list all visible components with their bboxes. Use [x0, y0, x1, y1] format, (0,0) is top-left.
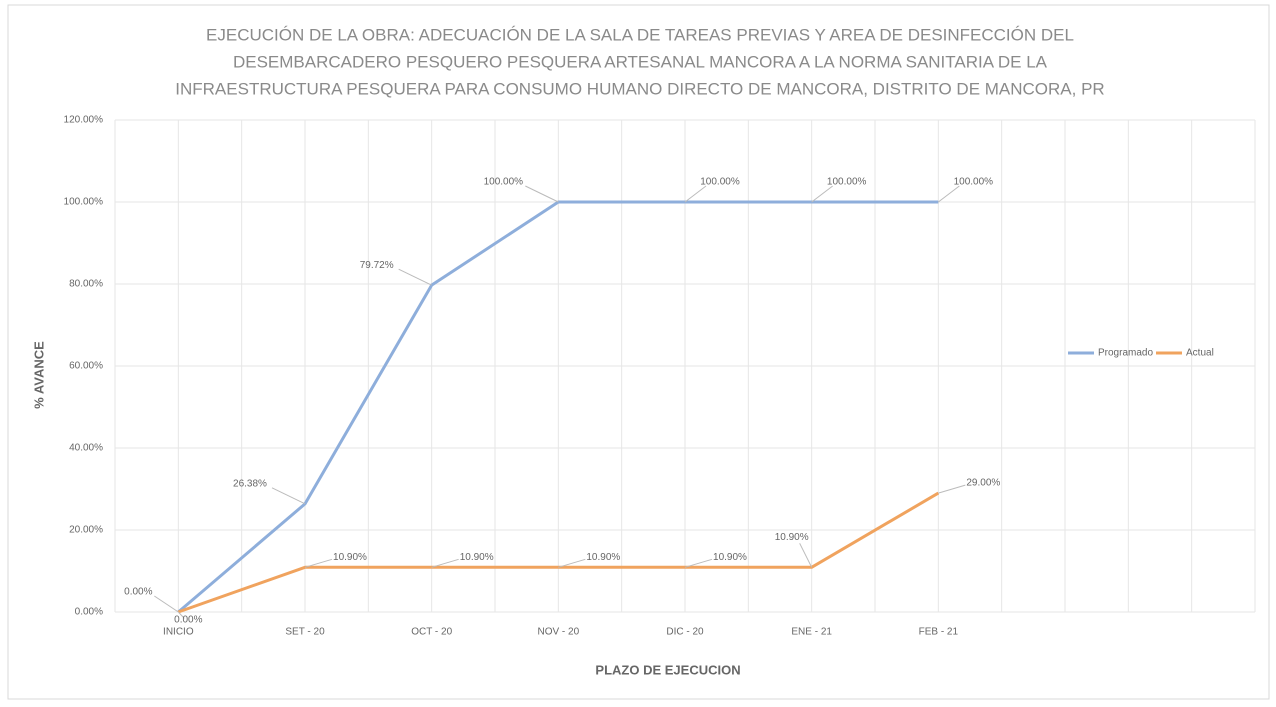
chart-title: DESEMBARCADERO PESQUERO PESQUERA ARTESAN… [233, 52, 1048, 71]
y-tick-label: 80.00% [69, 279, 103, 290]
y-tick-label: 120.00% [64, 115, 104, 126]
y-tick-label: 20.00% [69, 525, 103, 536]
leader-line [938, 484, 966, 494]
x-axis-title: PLAZO DE EJECUCION [595, 662, 740, 677]
chart-title: EJECUCIÓN DE LA OBRA: ADECUACIÓN DE LA S… [206, 25, 1074, 44]
leader-line [177, 611, 185, 619]
leader-line [684, 558, 713, 568]
y-tick-label: 60.00% [69, 361, 103, 372]
data-label: 10.90% [713, 552, 747, 563]
x-tick-label: NOV - 20 [537, 627, 579, 638]
data-label: 29.00% [966, 478, 1000, 489]
leader-line [431, 558, 459, 568]
data-label: 10.90% [775, 532, 809, 543]
data-label: 100.00% [700, 177, 740, 188]
data-label: 26.38% [233, 478, 267, 489]
leader-line [684, 185, 707, 203]
legend-label: Programado [1098, 348, 1153, 359]
y-tick-label: 40.00% [69, 443, 103, 454]
leader-line [525, 185, 559, 203]
x-tick-label: DIC - 20 [666, 627, 704, 638]
x-tick-label: INICIO [163, 627, 194, 638]
leader-line [154, 595, 179, 613]
leader-line [558, 558, 586, 568]
leader-line [271, 487, 306, 505]
leader-line [799, 543, 813, 568]
y-tick-label: 0.00% [75, 607, 103, 618]
leader-line [811, 185, 833, 203]
data-label: 0.00% [124, 587, 152, 598]
chart-frame [7, 4, 1270, 700]
data-label: 10.90% [586, 552, 620, 563]
x-tick-label: SET - 20 [285, 627, 325, 638]
data-label: 0.00% [174, 615, 202, 626]
data-label: 10.90% [333, 552, 367, 563]
leader-line [938, 185, 960, 203]
leader-line [304, 558, 333, 568]
x-tick-label: FEB - 21 [919, 627, 959, 638]
data-label: 100.00% [827, 177, 867, 188]
y-axis-title: % AVANCE [31, 341, 46, 409]
data-label: 100.00% [954, 177, 994, 188]
x-tick-label: ENE - 21 [791, 627, 832, 638]
data-label: 79.72% [360, 260, 394, 271]
y-tick-label: 100.00% [64, 197, 104, 208]
data-label: 100.00% [484, 177, 524, 188]
x-tick-label: OCT - 20 [411, 627, 452, 638]
chart-title: INFRAESTRUCTURA PESQUERA PARA CONSUMO HU… [175, 79, 1104, 98]
data-label: 10.90% [460, 552, 494, 563]
legend-label: Actual [1186, 348, 1214, 359]
leader-line [398, 268, 432, 286]
